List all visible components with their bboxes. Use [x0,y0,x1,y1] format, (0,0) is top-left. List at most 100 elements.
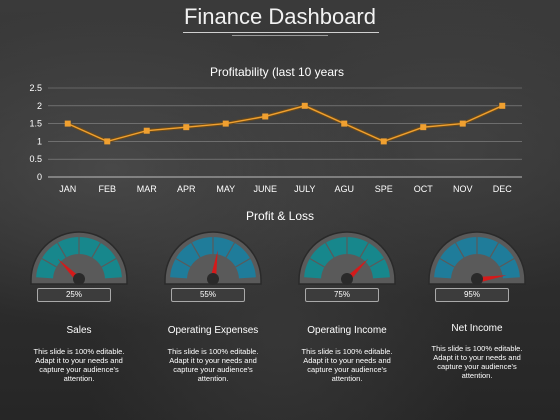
gauge-tick [225,242,236,258]
gauge-description-line: This slide is 100% editable. [167,347,259,356]
data-point [420,124,427,131]
gauge-title: Net Income [451,323,503,334]
gauge-needle [210,250,218,281]
title-underline-short [232,35,328,36]
x-tick-label: SPE [375,184,393,194]
data-point [380,138,387,145]
gauge-1: 25% [29,230,129,302]
x-tick-label: FEB [98,184,116,194]
gauge-icon [298,231,396,285]
gauge-description-line: This slide is 100% editable. [431,344,523,353]
x-tick-label: DEC [493,184,513,194]
gauge-icon [164,231,262,285]
y-tick-label: 0 [37,172,42,182]
gauge-tick [489,242,500,258]
y-tick-label: 2 [37,101,42,111]
gauge-description-line: capture your audience's [173,365,253,374]
gauge-tick [309,257,325,268]
profit-loss-heading: Profit & Loss [245,209,315,223]
gauge-value-box: 95% [435,288,509,302]
y-tick-label: 0.5 [29,154,42,164]
data-point [341,120,348,127]
gauge-icon [30,231,128,285]
gauge-value-box: 25% [37,288,111,302]
gauge-description: This slide is 100% editable. Adapt it to … [148,347,278,383]
gauge-description-line: This slide is 100% editable. [301,347,393,356]
gauge-description-line: Adapt it to your needs and [433,353,521,362]
gauge-title: Operating Income [307,325,387,336]
gauge-tick [369,257,385,268]
x-tick-label: JAN [59,184,76,194]
data-point [104,138,111,145]
gauge-band [434,236,520,279]
gauge-title: Operating Expenses [167,325,259,336]
y-tick-label: 1.5 [29,119,42,129]
gauge-description-line: capture your audience's [307,365,387,374]
gauge-description-line: attention. [63,374,95,383]
gauge-value-box: 55% [171,288,245,302]
chart-gridlines [48,87,522,178]
x-tick-label: JULY [294,184,315,194]
y-tick-label: 1 [37,136,42,146]
gauge-hub [341,273,353,285]
data-point [499,102,506,109]
gauge-hub [73,273,85,285]
gauge-description: This slide is 100% editable. Adapt it to … [14,347,144,383]
x-tick-label: JUNE [253,184,277,194]
gauge-tick [454,242,465,258]
chart-title: Profitability (last 10 years [210,65,344,79]
data-point [222,120,229,127]
gauge-description-line: This slide is 100% editable. [33,347,125,356]
gauge-4: 95% [427,230,527,302]
gauge-tick [439,257,455,268]
gauge-needle [476,275,507,283]
gauge-tick [235,257,251,268]
gauge-description-line: Adapt it to your needs and [35,356,123,365]
x-tick-label: OCT [414,184,434,194]
gauge-description: This slide is 100% editable. Adapt it to … [412,344,542,380]
data-point [143,127,150,134]
gauge-description-line: Adapt it to your needs and [169,356,257,365]
gauge-hub [471,273,483,285]
x-tick-label: NOV [453,184,473,194]
chart-series [64,102,506,145]
gauge-description-line: attention. [461,371,493,380]
gauge-band [170,236,256,279]
gauge-band [36,236,122,279]
gauge-tick [41,257,57,268]
x-tick-label: APR [177,184,196,194]
gauge-description-line: capture your audience's [39,365,119,374]
chart-x-ticks: JAN FEB MAR APR MAY JUNE JULY AGU SPE OCT NOV DEC [59,184,512,194]
data-point [301,102,308,109]
series-line [67,105,503,143]
title-underline [183,32,379,33]
gauge-tick [56,242,67,258]
gauge-tick [101,257,117,268]
gauge-tick [190,242,201,258]
chart-y-ticks: 0 0.5 1 1.5 2 2.5 [29,83,42,182]
gauge-tick [324,242,335,258]
gauge-2: 55% [163,230,263,302]
data-point [183,124,190,131]
gauge-description: This slide is 100% editable. Adapt it to … [282,347,412,383]
gauge-description-line: Adapt it to your needs and [303,356,391,365]
gauge-description-line: capture your audience's [437,362,517,371]
gauge-3: 75% [297,230,397,302]
gauge-band [304,236,390,279]
gauge-tick [499,257,515,268]
data-point [459,120,466,127]
gauge-tick [91,242,102,258]
page-title: Finance Dashboard [183,4,376,29]
profitability-line-chart: Profitability (last 10 years 0 0.5 1 1.5 2 2.… [29,65,522,194]
gauge-title: Sales [66,325,92,336]
x-tick-label: MAR [137,184,158,194]
y-tick-label: 2.5 [29,83,42,93]
gauge-icon [428,231,526,285]
gauge-description-line: attention. [197,374,229,383]
x-tick-label: MAY [216,184,235,194]
x-tick-label: AGU [334,184,354,194]
gauge-value-box: 75% [305,288,379,302]
gauge-tick [359,242,370,258]
data-point [262,113,269,120]
